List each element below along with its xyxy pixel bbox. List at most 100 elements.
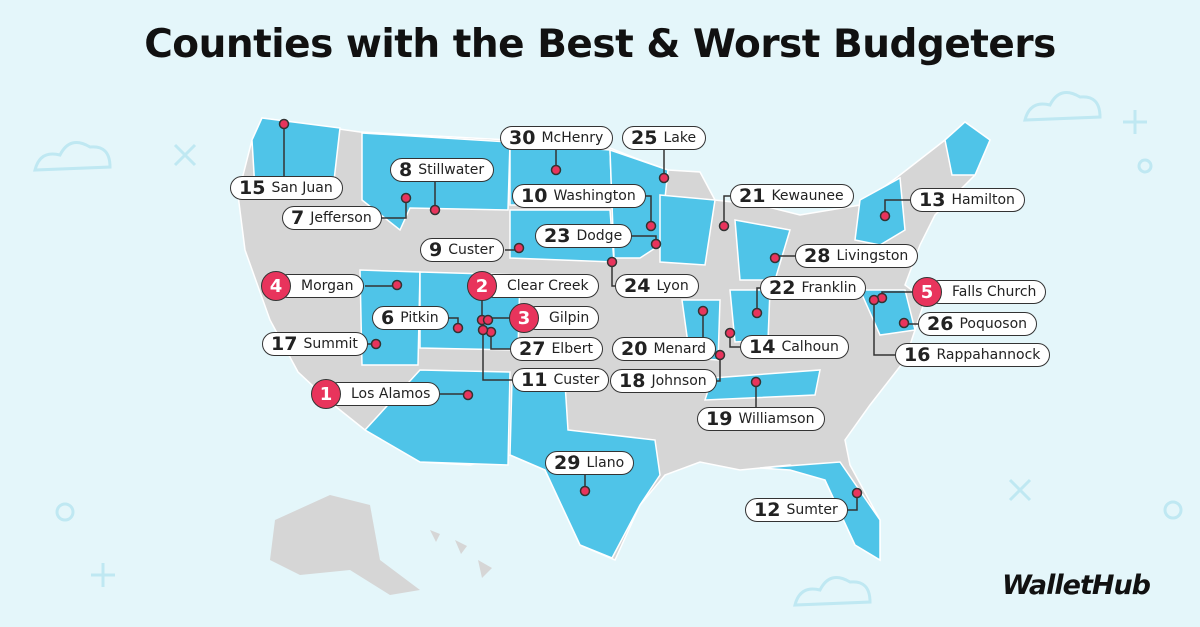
county-name: Johnson [651,373,707,389]
county-dot [879,210,891,222]
decorations [33,91,1183,607]
county-name: Franklin [801,280,857,296]
county-name: Sumter [786,502,838,518]
county-rank: 13 [919,189,946,211]
county-rank: 18 [619,370,646,392]
county-dot [400,192,412,204]
county-dot [278,118,290,130]
county-label: 8 Stillwater [390,158,495,182]
county-name: Elbert [551,341,593,357]
county-rank: 3 [509,303,539,333]
county-label: 13 Hamilton [910,188,1025,212]
county-dot [550,164,562,176]
county-rank: 27 [519,338,546,360]
county-rank: 21 [739,185,766,207]
county-name: Dodge [576,228,623,244]
county-dot [751,307,763,319]
county-dot [658,172,670,184]
county-name: Falls Church [952,284,1037,300]
county-dot [513,242,525,254]
county-rank: 30 [509,127,536,149]
county-rank: 7 [291,207,305,229]
county-name: Llano [586,455,625,471]
county-label: 5 Falls Church [912,277,1047,307]
county-rank: 28 [804,245,831,267]
county-label: 19 Williamson [697,407,825,431]
county-label: 30 McHenry [500,126,614,150]
county-name: Poquoson [959,316,1028,332]
county-name: Custer [448,242,495,258]
county-dot [650,238,662,250]
county-label: 18 Johnson [610,369,717,393]
county-dot [477,324,489,336]
county-label: 6 Pitkin [372,306,449,330]
county-name: San Juan [271,180,333,196]
county-name: Menard [653,341,706,357]
county-rank: 15 [239,177,266,199]
title: Counties with the Best & Worst Budgeters [144,22,1056,67]
county-label: 26 Poquoson [918,312,1038,336]
connector [873,300,895,356]
dots [278,118,910,499]
county-name: Stillwater [418,162,485,178]
connector [884,199,910,216]
county-rank: 12 [754,499,781,521]
county-name: Summit [303,336,358,352]
county-rank: 4 [261,271,291,301]
county-label: 29 Llano [545,451,635,475]
county-rank: 9 [429,239,443,261]
county-rank: 23 [544,225,571,247]
county-name: Los Alamos [351,386,431,402]
county-label: 22 Franklin [760,276,867,300]
county-name: Hamilton [951,192,1015,208]
connector [482,330,512,381]
county-rank: 17 [271,333,298,355]
county-dot [370,338,382,350]
connector [611,262,615,287]
county-label: 14 Calhoun [740,335,849,359]
county-label: 16 Rappahannock [895,343,1051,367]
county-rank: 2 [467,271,497,301]
county-rank: 19 [706,408,733,430]
county-label: 2 Clear Creek [467,271,599,301]
county-name: Livingston [836,248,909,264]
county-name: Kewaunee [771,188,844,204]
county-rank: 22 [769,277,796,299]
county-rank: 8 [399,159,413,181]
county-label: 12 Sumter [745,498,848,522]
county-name: Lake [663,130,697,146]
county-name: Gilpin [549,310,590,326]
county-name: McHenry [541,130,604,146]
county-label: 24 Lyon [615,274,699,298]
county-label: 11 Custer [512,368,610,392]
county-label: 4 Morgan [261,271,364,301]
county-name: Pitkin [400,310,439,326]
county-label: 1 Los Alamos [311,379,441,409]
county-name: Lyon [656,278,689,294]
county-label: 20 Menard [612,337,716,361]
connector [723,195,730,226]
county-rank: 16 [904,344,931,366]
county-rank: 29 [554,452,581,474]
brand-logo: WalletHub [1001,570,1151,601]
county-label: 27 Elbert [510,337,603,361]
county-rank: 14 [749,336,776,358]
county-name: Custer [553,372,600,388]
county-label: 28 Livingston [795,244,919,268]
county-rank: 24 [624,275,651,297]
county-dot [750,376,762,388]
county-rank: 5 [912,277,942,307]
county-dot [714,349,726,361]
county-label: 15 San Juan [230,176,343,200]
county-name: Jefferson [310,210,372,226]
connector [380,198,407,219]
county-dot [606,256,618,268]
county-dot [645,220,657,232]
us-alaska-hawaii [270,495,492,595]
county-label: 10 Washington [512,184,646,208]
county-dot [452,322,464,334]
county-label: 3 Gilpin [509,303,600,333]
connector [756,287,760,313]
county-dot [462,389,474,401]
